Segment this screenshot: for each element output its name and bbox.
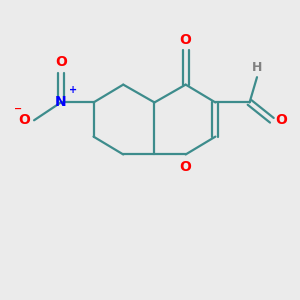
Text: −: − bbox=[14, 104, 22, 114]
Text: N: N bbox=[55, 95, 67, 110]
Text: O: O bbox=[180, 33, 192, 47]
Text: O: O bbox=[180, 160, 192, 174]
Text: H: H bbox=[252, 61, 262, 74]
Text: O: O bbox=[19, 113, 31, 127]
Text: O: O bbox=[275, 113, 287, 127]
Text: O: O bbox=[55, 55, 67, 69]
Text: +: + bbox=[69, 85, 77, 95]
